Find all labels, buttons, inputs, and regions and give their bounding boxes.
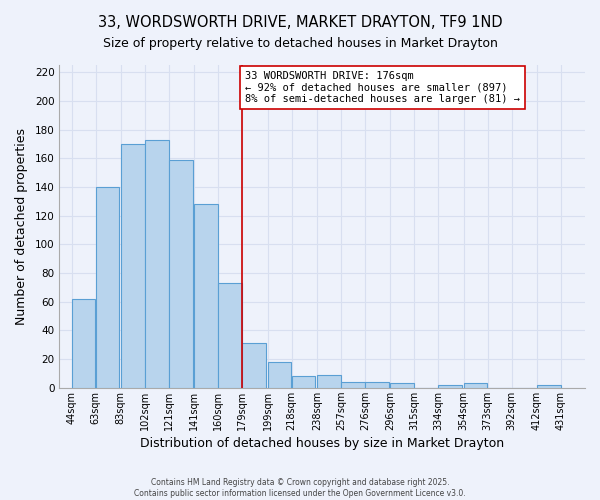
Bar — [537, 385, 561, 388]
Text: 33 WORDSWORTH DRIVE: 176sqm
← 92% of detached houses are smaller (897)
8% of sem: 33 WORDSWORTH DRIVE: 176sqm ← 92% of det… — [245, 70, 520, 104]
Bar — [71, 299, 95, 388]
Bar — [341, 382, 365, 388]
Bar — [145, 140, 169, 388]
Bar — [268, 362, 292, 388]
Bar — [121, 144, 145, 388]
Bar — [439, 385, 462, 388]
Text: Contains HM Land Registry data © Crown copyright and database right 2025.
Contai: Contains HM Land Registry data © Crown c… — [134, 478, 466, 498]
Bar — [391, 384, 414, 388]
X-axis label: Distribution of detached houses by size in Market Drayton: Distribution of detached houses by size … — [140, 437, 504, 450]
Bar — [194, 204, 218, 388]
Bar — [218, 283, 242, 388]
Bar — [464, 384, 487, 388]
Text: Size of property relative to detached houses in Market Drayton: Size of property relative to detached ho… — [103, 38, 497, 51]
Bar — [96, 187, 119, 388]
Bar — [317, 375, 341, 388]
Bar — [292, 376, 316, 388]
Bar — [242, 344, 266, 388]
Text: 33, WORDSWORTH DRIVE, MARKET DRAYTON, TF9 1ND: 33, WORDSWORTH DRIVE, MARKET DRAYTON, TF… — [98, 15, 502, 30]
Y-axis label: Number of detached properties: Number of detached properties — [15, 128, 28, 325]
Bar — [365, 382, 389, 388]
Bar — [169, 160, 193, 388]
